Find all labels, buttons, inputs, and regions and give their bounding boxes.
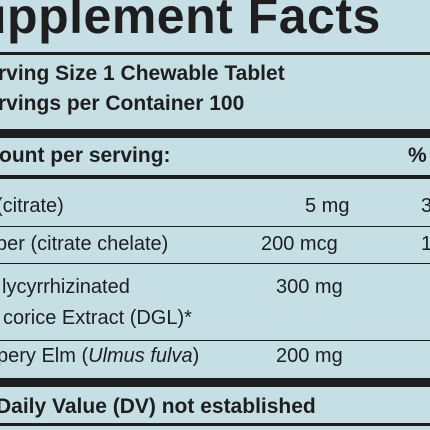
bottom-thick-rule xyxy=(0,378,430,387)
thick-rule xyxy=(0,129,430,138)
nutrient-latin-name: Ulmus fulva xyxy=(88,345,193,367)
nutrient-name: pery Elm (Ulmus fulva) xyxy=(0,343,199,369)
row-divider xyxy=(0,263,430,264)
row-divider xyxy=(0,340,430,341)
daily-value-header: % xyxy=(408,144,427,167)
nutrient-amount: 200 mg xyxy=(276,345,343,367)
dv-footnote: Daily Value (DV) not established xyxy=(0,395,316,418)
nutrient-dv: 1 xyxy=(421,233,430,255)
nutrient-name-suffix: ) xyxy=(192,345,200,367)
footer-rule xyxy=(0,423,430,426)
nutrient-name: per (citrate chelate) xyxy=(0,233,169,255)
nutrient-name: (citrate) xyxy=(0,195,64,217)
row-divider xyxy=(0,226,430,227)
nutrient-dv: 3 xyxy=(421,195,430,217)
title-rule xyxy=(0,52,430,55)
nutrient-name-line2: corice Extract (DGL)* xyxy=(3,307,192,329)
panel-title: upplement Facts xyxy=(0,0,381,44)
nutrient-amount: 200 mcg xyxy=(261,233,338,255)
nutrient-amount: 5 mg xyxy=(305,195,350,217)
nutrient-name-line1: lycyrrhizinated xyxy=(2,276,130,298)
amount-per-serving-label: ount per serving: xyxy=(0,144,171,167)
header-rule xyxy=(0,175,430,179)
nutrient-name-prefix: pery Elm ( xyxy=(0,345,89,367)
nutrient-amount: 300 mg xyxy=(276,276,343,298)
serving-size: rving Size 1 Chewable Tablet xyxy=(0,62,285,85)
servings-per-container: rvings per Container 100 xyxy=(0,92,245,115)
